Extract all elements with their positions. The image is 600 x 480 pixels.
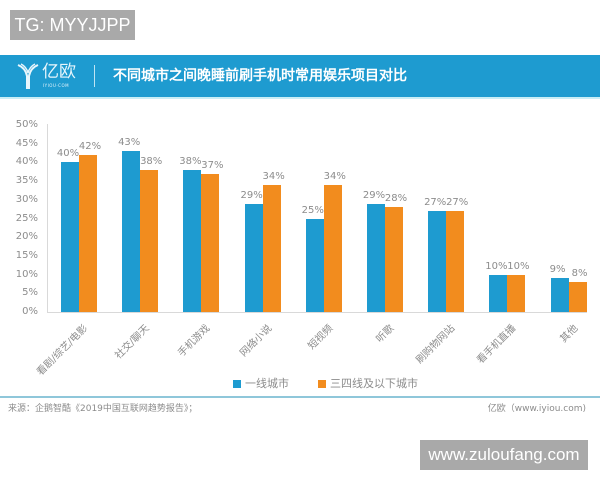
y-tick-label: 5% — [22, 287, 38, 299]
y-tick-label: 50% — [15, 119, 38, 130]
bar-tier34 — [385, 207, 403, 312]
value-label: 9% — [549, 264, 566, 276]
bar-tier1 — [550, 278, 569, 312]
bar-chart: 0% 5% 10% 15% 20% 25% 30% 35% 40% 45% 50% 40% 42% 看剧/… — [0, 110, 600, 395]
value-label: 38% — [140, 155, 163, 167]
value-label: 38% — [179, 155, 202, 167]
bottom-watermark: www.zuloufang.com — [420, 440, 588, 470]
legend-swatch-blue — [233, 380, 241, 388]
source-note: 来源：企鹅智酷《2019中国互联网趋势报告》； — [8, 404, 198, 414]
category-label: 社交/聊天 — [113, 323, 152, 362]
y-tick-label: 10% — [15, 268, 38, 280]
bar-tier1 — [489, 274, 508, 312]
y-tick-label: 40% — [15, 156, 38, 168]
bar-tier34 — [79, 154, 97, 312]
value-label: 28% — [384, 193, 408, 205]
value-label: 37% — [201, 159, 224, 171]
bar-tier34 — [568, 282, 587, 312]
category-label: 看手机直播 — [475, 323, 519, 367]
logo-text: 亿欧 — [42, 62, 76, 82]
bar-tier1 — [367, 203, 385, 312]
bar-tier34 — [201, 173, 220, 312]
legend-swatch-orange — [318, 380, 326, 388]
bar-tier1 — [244, 203, 263, 312]
y-tick-label: 25% — [15, 212, 38, 224]
category-label: 网络小说 — [237, 323, 274, 360]
legend-item-series1: 一线城市 — [233, 375, 289, 391]
bar-tier34 — [446, 211, 465, 312]
category-label: 听歌 — [374, 323, 397, 345]
bar-tier34 — [507, 274, 526, 312]
bar-tier1 — [61, 162, 79, 312]
x-axis — [47, 312, 587, 313]
bar-tier34 — [262, 184, 281, 312]
y-tick-label: 30% — [15, 193, 38, 205]
value-label: 8% — [571, 268, 588, 280]
category-label: 刷购物网站 — [414, 323, 458, 367]
value-label: 43% — [118, 137, 141, 149]
y-tick-label: 15% — [15, 249, 38, 261]
value-label: 10% — [507, 260, 530, 272]
top-watermark: TG: MYYJJPP — [10, 10, 135, 40]
bar-tier1 — [183, 169, 202, 312]
y-axis — [47, 124, 48, 313]
value-label: 34% — [262, 170, 285, 182]
value-label: 42% — [78, 140, 102, 152]
value-label: 40% — [56, 148, 80, 160]
value-label: 29% — [362, 189, 386, 201]
y-tick-label: 35% — [15, 175, 38, 187]
category-label: 短视频 — [306, 323, 336, 353]
footer-divider — [0, 396, 600, 398]
iyiou-logo-icon — [17, 63, 39, 89]
category-label: 手机游戏 — [176, 323, 213, 360]
bar-tier1 — [428, 211, 447, 312]
bar-tier1 — [122, 151, 141, 312]
value-label: 29% — [240, 189, 263, 201]
legend-label: 三四线及以下城市 — [330, 377, 418, 390]
header-divider — [94, 65, 95, 87]
y-tick-label: 45% — [15, 137, 38, 149]
y-tick-label: 20% — [15, 231, 38, 243]
chart-header: 亿欧 IYIOU·COM 不同城市之间晚睡前刷手机时常用娱乐项目对比 — [0, 55, 600, 97]
bar-tier34 — [140, 169, 159, 312]
value-label: 25% — [301, 204, 324, 216]
legend-label: 一线城市 — [245, 377, 289, 390]
y-tick-label: 0% — [22, 306, 38, 317]
value-label: 27% — [446, 197, 469, 209]
bar-tier1 — [305, 218, 324, 312]
credit-note: 亿欧（www.iyiou.com) — [487, 404, 586, 414]
value-label: 27% — [424, 197, 447, 209]
header-underline — [0, 97, 600, 99]
category-label: 看剧/综艺/电影 — [35, 323, 91, 379]
category-label: 其他 — [557, 323, 580, 345]
logo-subtext: IYIOU·COM — [43, 83, 70, 88]
bar-tier34 — [323, 184, 342, 312]
value-label: 10% — [485, 260, 508, 272]
chart-title: 不同城市之间晚睡前刷手机时常用娱乐项目对比 — [113, 68, 407, 84]
legend-item-series2: 三四线及以下城市 — [318, 375, 418, 391]
value-label: 34% — [323, 170, 346, 182]
